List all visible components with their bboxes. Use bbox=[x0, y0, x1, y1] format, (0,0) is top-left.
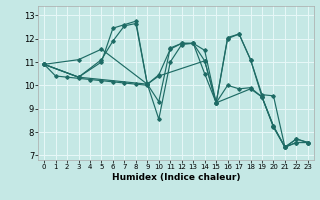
X-axis label: Humidex (Indice chaleur): Humidex (Indice chaleur) bbox=[112, 173, 240, 182]
